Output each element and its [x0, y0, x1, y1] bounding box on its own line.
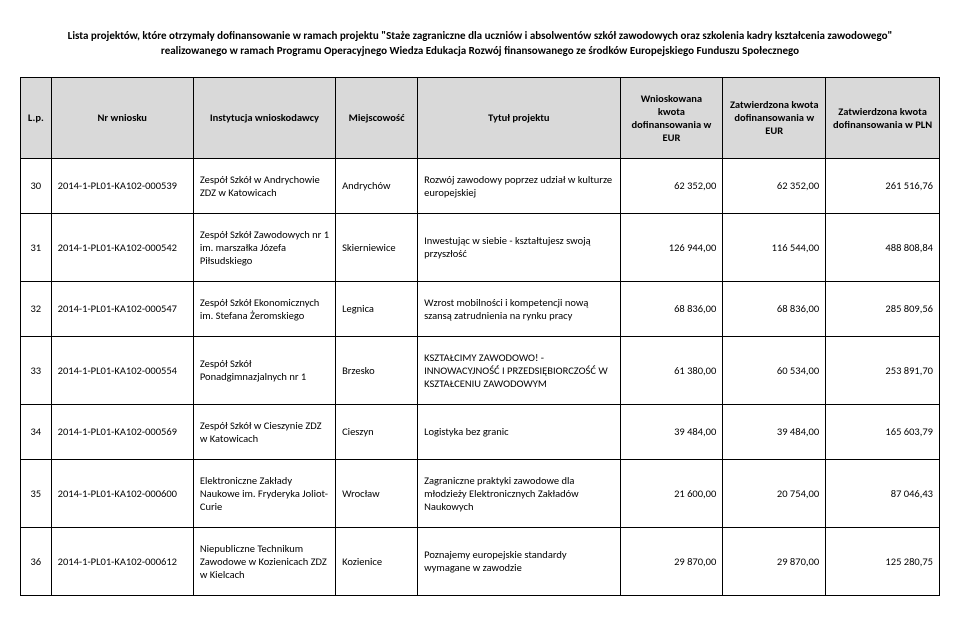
cell-nr: 2014-1-PL01-KA102-000547 — [51, 281, 193, 336]
col-inst: Instytucja wnioskodawcy — [193, 77, 335, 158]
cell-title: Poznajemy europejskie standardy wymagane… — [418, 527, 620, 595]
table-row: 332014-1-PL01-KA102-000554Zespół Szkół P… — [21, 336, 940, 404]
page-header: Lista projektów, które otrzymały dofinan… — [20, 20, 940, 77]
cell-amount-approved-eur: 20 754,00 — [723, 459, 826, 527]
projects-table: L.p. Nr wniosku Instytucja wnioskodawcy … — [20, 77, 940, 596]
col-amt3: Zatwierdzona kwota dofinansowania w PLN — [826, 77, 940, 158]
cell-amount-approved-pln: 488 808,84 — [826, 213, 940, 281]
cell-amount-approved-eur: 60 534,00 — [723, 336, 826, 404]
col-city: Miejscowość — [336, 77, 418, 158]
col-nr: Nr wniosku — [51, 77, 193, 158]
table-header-row: L.p. Nr wniosku Instytucja wnioskodawcy … — [21, 77, 940, 158]
col-amt1: Wnioskowana kwota dofinansowania w EUR — [620, 77, 723, 158]
cell-lp: 36 — [21, 527, 52, 595]
cell-nr: 2014-1-PL01-KA102-000612 — [51, 527, 193, 595]
cell-title: Zagraniczne praktyki zawodowe dla młodzi… — [418, 459, 620, 527]
cell-amount-requested: 29 870,00 — [620, 527, 723, 595]
cell-amount-requested: 62 352,00 — [620, 158, 723, 213]
cell-city: Andrychów — [336, 158, 418, 213]
cell-amount-approved-eur: 62 352,00 — [723, 158, 826, 213]
cell-amount-approved-eur: 29 870,00 — [723, 527, 826, 595]
cell-amount-approved-pln: 253 891,70 — [826, 336, 940, 404]
cell-amount-requested: 21 600,00 — [620, 459, 723, 527]
cell-amount-approved-pln: 285 809,56 — [826, 281, 940, 336]
col-amt2: Zatwierdzona kwota dofinansowania w EUR — [723, 77, 826, 158]
cell-inst: Niepubliczne Technikum Zawodowe w Kozien… — [193, 527, 335, 595]
cell-amount-requested: 39 484,00 — [620, 404, 723, 459]
cell-amount-requested: 61 380,00 — [620, 336, 723, 404]
cell-inst: Zespół Szkół w Cieszynie ZDZ w Katowicac… — [193, 404, 335, 459]
cell-inst: Elektroniczne Zakłady Naukowe im. Fryder… — [193, 459, 335, 527]
col-title: Tytuł projektu — [418, 77, 620, 158]
cell-amount-requested: 126 944,00 — [620, 213, 723, 281]
cell-title: Logistyka bez granic — [418, 404, 620, 459]
cell-lp: 32 — [21, 281, 52, 336]
cell-inst: Zespół Szkół w Andrychowie ZDZ w Katowic… — [193, 158, 335, 213]
cell-amount-approved-eur: 68 836,00 — [723, 281, 826, 336]
cell-amount-requested: 68 836,00 — [620, 281, 723, 336]
cell-inst: Zespół Szkół Ponadgimnazjalnych nr 1 — [193, 336, 335, 404]
cell-city: Cieszyn — [336, 404, 418, 459]
cell-amount-approved-eur: 116 544,00 — [723, 213, 826, 281]
cell-lp: 31 — [21, 213, 52, 281]
cell-city: Legnica — [336, 281, 418, 336]
cell-lp: 33 — [21, 336, 52, 404]
table-row: 322014-1-PL01-KA102-000547Zespół Szkół E… — [21, 281, 940, 336]
cell-inst: Zespół Szkół Zawodowych nr 1 im. marszał… — [193, 213, 335, 281]
cell-city: Brzesko — [336, 336, 418, 404]
cell-lp: 30 — [21, 158, 52, 213]
cell-city: Wrocław — [336, 459, 418, 527]
cell-nr: 2014-1-PL01-KA102-000569 — [51, 404, 193, 459]
cell-amount-approved-eur: 39 484,00 — [723, 404, 826, 459]
cell-nr: 2014-1-PL01-KA102-000539 — [51, 158, 193, 213]
cell-title: KSZTAŁCIMY ZAWODOWO! - INNOWACYJNOŚĆ I P… — [418, 336, 620, 404]
table-row: 352014-1-PL01-KA102-000600Elektroniczne … — [21, 459, 940, 527]
table-row: 312014-1-PL01-KA102-000542Zespół Szkół Z… — [21, 213, 940, 281]
cell-amount-approved-pln: 125 280,75 — [826, 527, 940, 595]
table-row: 302014-1-PL01-KA102-000539Zespół Szkół w… — [21, 158, 940, 213]
cell-amount-approved-pln: 87 046,43 — [826, 459, 940, 527]
cell-city: Skierniewice — [336, 213, 418, 281]
cell-amount-approved-pln: 165 603,79 — [826, 404, 940, 459]
cell-lp: 34 — [21, 404, 52, 459]
cell-title: Rozwój zawodowy poprzez udział w kulturz… — [418, 158, 620, 213]
col-lp: L.p. — [21, 77, 52, 158]
cell-city: Kozienice — [336, 527, 418, 595]
table-row: 342014-1-PL01-KA102-000569Zespół Szkół w… — [21, 404, 940, 459]
cell-nr: 2014-1-PL01-KA102-000542 — [51, 213, 193, 281]
table-row: 362014-1-PL01-KA102-000612Niepubliczne T… — [21, 527, 940, 595]
cell-inst: Zespół Szkół Ekonomicznych im. Stefana Ż… — [193, 281, 335, 336]
cell-title: Wzrost mobilności i kompetencji nową sza… — [418, 281, 620, 336]
cell-nr: 2014-1-PL01-KA102-000554 — [51, 336, 193, 404]
cell-lp: 35 — [21, 459, 52, 527]
cell-title: Inwestując w siebie - kształtujesz swoją… — [418, 213, 620, 281]
cell-nr: 2014-1-PL01-KA102-000600 — [51, 459, 193, 527]
cell-amount-approved-pln: 261 516,76 — [826, 158, 940, 213]
